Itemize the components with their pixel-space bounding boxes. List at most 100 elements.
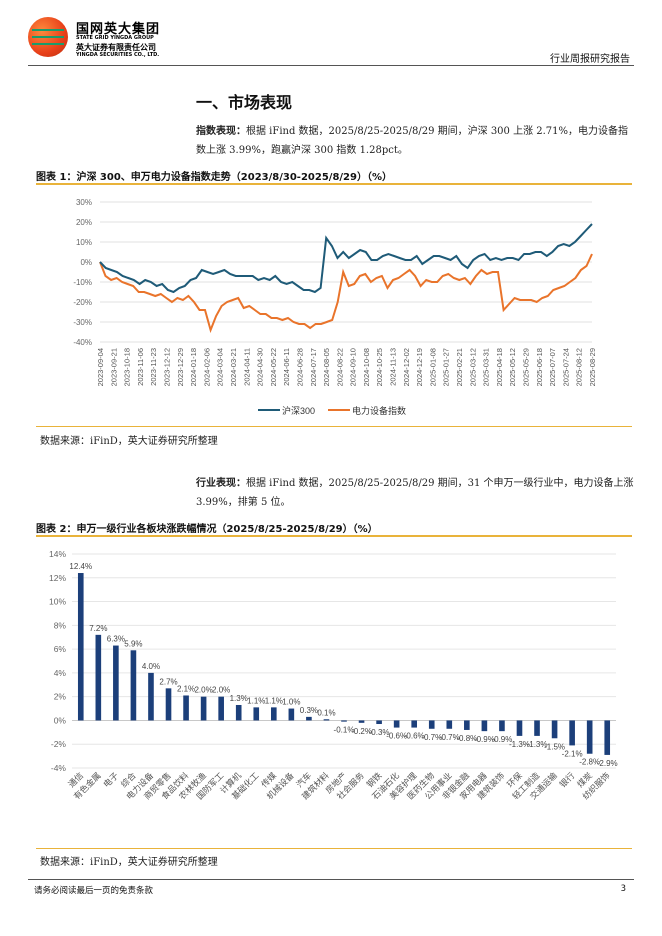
bar [130,650,137,721]
bar [306,716,312,721]
x-tick-label: 2025-04-18 [495,348,504,386]
bar [464,720,470,730]
bar [586,720,593,754]
bar [218,696,224,721]
x-tick-label: 2024-07-17 [309,348,318,386]
data-label: 2.7% [159,677,177,686]
x-tick-label: 2024-11-13 [389,348,398,386]
x-tick-label: 银行 [557,770,576,789]
bar [288,708,295,721]
y-tick-label: -30% [73,318,92,327]
x-tick-label: 2024-08-22 [335,348,344,386]
x-tick-label: 2025-08-12 [575,348,584,386]
bar [516,720,523,736]
bar [200,696,207,721]
y-tick-label: -40% [73,338,92,347]
logo-stripe [32,29,64,31]
series-line-hs300 [99,223,593,294]
legend-label-hs300: 沪深300 [282,405,315,416]
x-tick-label: 2024-04-11 [242,348,251,386]
data-label: -0.9% [491,735,512,744]
bar [235,704,242,721]
bar [358,720,365,723]
x-tick-label: 2025-02-21 [455,348,464,386]
bar [77,573,84,721]
x-tick-label: 2023-09-21 [109,348,118,386]
x-tick-label: 2024-10-25 [375,348,384,386]
y-tick-label: -10% [73,278,92,287]
y-tick-label: 0% [54,715,67,725]
x-tick-label: 2024-03-04 [216,348,225,386]
index-trend-chart: 30% 20% 10% 0% -10% -20% -30% -40% 2023-09-04 20… [73,198,597,416]
figure-2-bottom-rule [36,848,632,849]
data-label: -1.5% [544,742,565,751]
data-label: -1.3% [527,740,548,749]
data-label: 0.3% [300,706,318,715]
x-tick-label: 2025-05-12 [508,348,517,386]
x-tick-label: 2025-01-08 [428,348,437,386]
data-label: 1.3% [230,694,248,703]
x-tick-label: 2024-06-11 [282,348,291,386]
y-tick-label: 2% [54,692,67,702]
y-tick-label: 10% [49,597,66,607]
data-label: -0.6% [386,732,407,741]
y-tick-label: -2% [51,739,67,749]
figure-1-source: 数据来源：iFinD，英大证券研究所整理 [40,436,218,447]
y-tick-label: -4% [51,763,67,773]
bar [393,720,400,728]
data-label: 6.3% [107,635,125,644]
bar [376,720,382,725]
x-tick-label: 2023-10-18 [123,348,132,386]
bar [183,695,189,721]
brand-name-cn: 国网英大集团 [76,22,161,37]
x-tick-label: 2025-05-29 [522,348,531,386]
x-tick-label: 2023-12-29 [176,348,185,386]
figure-1-title: 图表 1：沪深 300、申万电力设备指数走势（2023/8/30-2025/8/… [36,172,392,183]
bar [481,720,488,732]
data-label: 0.1% [317,708,335,717]
data-label: -0.3% [369,728,390,737]
y-tick-label: 20% [76,218,92,227]
y-tick-label: 10% [76,238,92,247]
bar [446,720,453,729]
bar [604,720,611,755]
data-label: 2.0% [194,686,212,695]
x-tick-label: 2025-01-27 [442,348,451,386]
x-tick-label: 2024-02-06 [202,348,211,386]
data-label: 1.1% [265,696,283,705]
industry-bar-chart: 14% 12% 10% 8% 6% 4% 2% 0% -2% -4% 12.4% 7.2%6.3%5… [49,549,618,801]
header-divider [28,65,634,66]
company-name-en: YINGDA SECURITIES CO., LTD. [76,52,160,58]
data-label: -0.6% [404,732,425,741]
bar [411,720,418,728]
bar [323,719,330,721]
report-type: 行业周报研究报告 [550,54,630,65]
x-tick-label: 2024-12-19 [415,348,424,386]
figure-2-source: 数据来源：iFinD，英大证券研究所整理 [40,857,218,868]
legend-label-power: 电力设备指数 [352,405,406,416]
data-label: 2.0% [212,686,230,695]
data-label: 1.0% [282,698,300,707]
x-tick-label: 2025-07-07 [548,348,557,386]
figure-1-top-rule [36,183,632,185]
y-tick-label: 8% [54,620,67,630]
paragraph-text: 根据 iFind 数据，2025/8/25-2025/8/29 期间，31 个申… [196,478,634,508]
data-label: 5.9% [124,639,142,648]
x-tick-label: 2023-09-04 [96,348,105,386]
x-tick-label: 2023-11-23 [149,348,158,386]
company-logo [28,17,68,57]
paragraph-label: 行业表现： [196,478,246,489]
data-label: -0.7% [439,733,460,742]
y-tick-label: -20% [73,298,92,307]
industry-performance-paragraph: 行业表现：根据 iFind 数据，2025/8/25-2025/8/29 期间，… [196,474,638,512]
x-tick-label: 2025-08-29 [588,348,597,386]
bar [95,634,102,721]
y-tick-label: 30% [76,198,92,207]
data-label: -0.1% [334,726,355,735]
data-label: 7.2% [89,624,107,633]
x-tick-label: 2025-06-18 [535,348,544,386]
series-line-power-equipment [99,253,593,334]
x-tick-label: 2024-04-30 [256,348,265,386]
x-tick-label: 2024-09-10 [349,348,358,386]
x-tick-label: 2024-03-21 [229,348,238,386]
